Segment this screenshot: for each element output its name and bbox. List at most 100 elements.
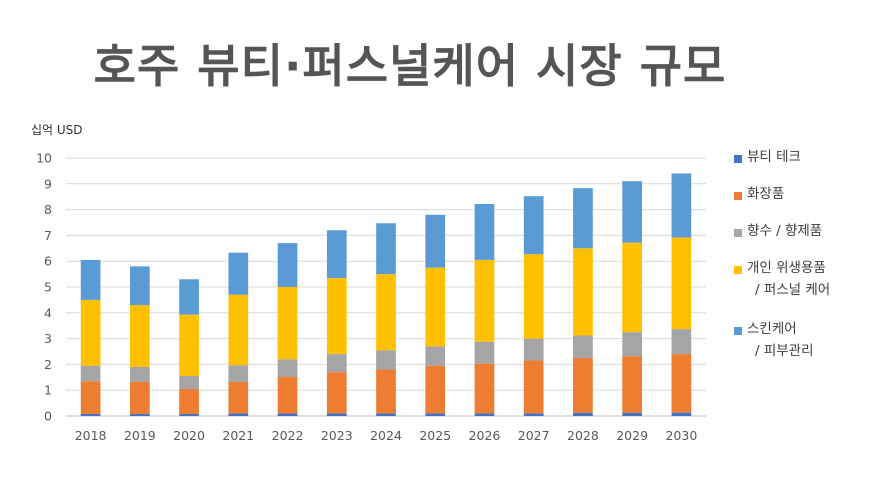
bar-segment (277, 243, 298, 287)
bar-segment (228, 365, 249, 382)
legend-label: 향수 / 향제품 (747, 220, 822, 242)
legend-item-skincare: 스킨케어 / 피부관리 (734, 321, 814, 362)
legend-label-line1: 스킨케어 (747, 321, 797, 337)
bar-segment (622, 181, 642, 243)
bar-segment (425, 346, 446, 366)
legend-label-line1: 향수 / 향제품 (747, 223, 823, 239)
bar-segment (671, 173, 692, 238)
y-tick-label: 3 (44, 331, 52, 346)
x-tick-label: 2021 (222, 428, 254, 443)
bar-segment (573, 248, 593, 336)
bar-segment (277, 413, 298, 416)
stacked-bar-chart: 0 1 2 3 4 5 6 7 8 9 10 2018 2019 2020 2021 2022 2023 2024… (36, 151, 706, 443)
bar-segment (474, 363, 495, 414)
y-tick-label: 1 (44, 383, 52, 398)
bar-segment (425, 267, 446, 347)
bar-segment (474, 341, 495, 364)
bar-segment (622, 332, 642, 357)
legend-swatch (734, 327, 742, 335)
y-tick-label: 6 (44, 254, 52, 269)
bar-segment (376, 223, 396, 275)
bar-segment (573, 188, 593, 249)
x-tick-label: 2023 (321, 428, 353, 443)
bar-segment (573, 412, 593, 416)
bar-segment (622, 412, 642, 416)
bar-segment (523, 338, 544, 361)
legend-label: 화장품 (747, 183, 784, 205)
bar-segment (326, 354, 347, 373)
bar-segment (376, 413, 396, 416)
bar-segment (277, 359, 298, 378)
bar-segment (80, 299, 101, 366)
bar-segment (130, 413, 150, 416)
bar-segment (425, 365, 446, 414)
y-tick-label: 0 (44, 409, 52, 424)
bar-segment (523, 413, 544, 416)
bar-segment (425, 413, 446, 416)
legend-swatch (734, 192, 742, 200)
y-axis-unit-label: 십억 USD (31, 123, 83, 137)
x-tick-label: 2022 (272, 428, 304, 443)
bar-segment (130, 366, 150, 382)
x-tick-label: 2019 (124, 428, 156, 443)
x-tick-label: 2026 (469, 428, 501, 443)
y-tick-label: 9 (44, 176, 52, 191)
bar-segment (474, 203, 495, 260)
y-tick-label: 2 (44, 357, 52, 372)
bar-segment (130, 305, 150, 367)
legend-label-line2: / 피부관리 (755, 343, 814, 359)
y-tick-label: 10 (36, 151, 52, 166)
legend-swatch (734, 266, 742, 274)
x-tick-label: 2025 (419, 428, 451, 443)
bar-segment (277, 287, 298, 360)
x-tick-label: 2030 (665, 428, 697, 443)
bar-segment (622, 242, 642, 333)
bar-segment (573, 357, 593, 413)
bar-segment (228, 252, 249, 295)
x-tick-label: 2020 (173, 428, 205, 443)
legend-label-line1: 뷰티 테크 (747, 149, 801, 165)
bar-segment (277, 377, 298, 414)
x-tick-label: 2024 (370, 428, 402, 443)
bar-segment (326, 372, 347, 414)
bar-segment (80, 259, 101, 300)
legend-swatch (734, 229, 742, 237)
bar-segment (326, 277, 347, 355)
legend-item-cosmetics: 화장품 (734, 186, 784, 205)
legend-label: 뷰티 테크 (747, 146, 801, 168)
y-tick-label: 8 (44, 202, 52, 217)
x-tick-label: 2018 (75, 428, 107, 443)
legend-label-line1: 화장품 (747, 186, 785, 202)
bar-segment (376, 369, 396, 414)
bar-segment (671, 329, 692, 355)
bar-segment (671, 237, 692, 330)
bar-segment (228, 413, 249, 416)
bar-segment (179, 376, 199, 389)
bar-segment (80, 413, 101, 416)
bar-segment (326, 413, 347, 416)
bar-segment (179, 314, 199, 377)
x-tick-label: 2027 (518, 428, 550, 443)
bar-segment (376, 350, 396, 370)
bar-segment (425, 214, 446, 268)
legend-swatch (734, 155, 742, 163)
bar-segment (523, 196, 544, 255)
bar-segment (80, 381, 101, 414)
bar-segment (474, 259, 495, 342)
bar-segment (80, 365, 101, 382)
y-tick-label: 5 (44, 280, 52, 295)
bar-segment (671, 412, 692, 416)
legend-label: 스킨케어 / 피부관리 (747, 318, 814, 362)
bar-segment (130, 381, 150, 414)
x-tick-label: 2029 (616, 428, 648, 443)
x-tick-label: 2028 (567, 428, 599, 443)
bar-segment (179, 388, 199, 414)
legend-item-fragrance: 향수 / 향제품 (734, 223, 822, 242)
bar-segment (523, 360, 544, 414)
bar-segment (130, 266, 150, 306)
bar-segment (376, 274, 396, 351)
bar-segment (228, 381, 249, 414)
legend-label: 개인 위생용품 / 퍼스널 케어 (747, 257, 830, 301)
legend-label-line2: / 퍼스널 케어 (755, 282, 831, 298)
